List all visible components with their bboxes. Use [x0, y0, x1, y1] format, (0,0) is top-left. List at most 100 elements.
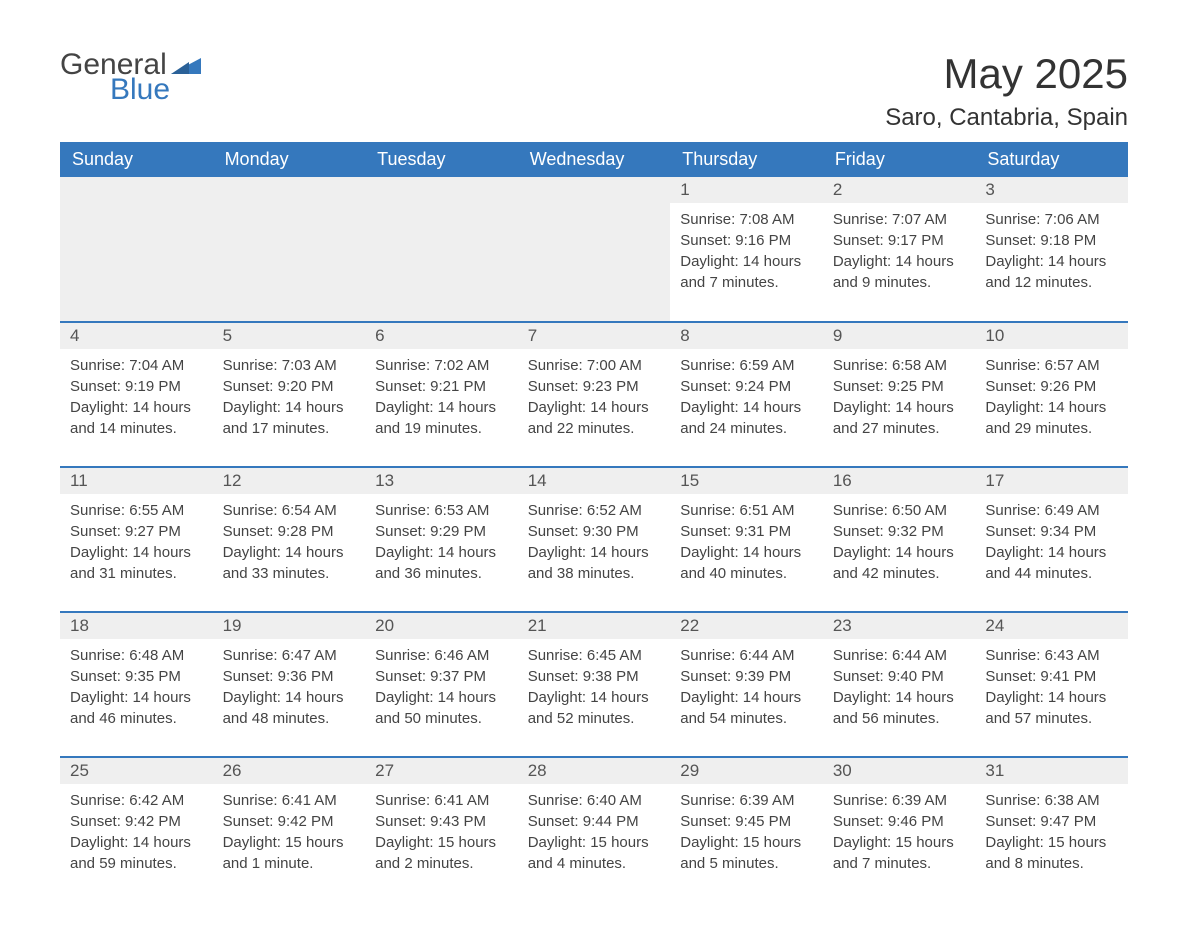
sunrise-text: Sunrise: 6:59 AM [680, 355, 813, 376]
daylight-text: Daylight: 14 hours and 54 minutes. [680, 687, 813, 729]
day-number: 15 [670, 468, 823, 494]
day-cell [365, 177, 518, 322]
daylight-text: Daylight: 14 hours and 48 minutes. [223, 687, 356, 729]
sunset-text: Sunset: 9:41 PM [985, 666, 1118, 687]
daylight-text: Daylight: 14 hours and 46 minutes. [70, 687, 203, 729]
day-content: Sunrise: 7:06 AMSunset: 9:18 PMDaylight:… [975, 203, 1128, 299]
day-cell: 25Sunrise: 6:42 AMSunset: 9:42 PMDayligh… [60, 757, 213, 902]
day-number: 13 [365, 468, 518, 494]
sunset-text: Sunset: 9:29 PM [375, 521, 508, 542]
sunset-text: Sunset: 9:20 PM [223, 376, 356, 397]
logo-triangle-icon [171, 50, 201, 80]
title-block: May 2025 Saro, Cantabria, Spain [885, 50, 1128, 132]
day-cell [518, 177, 671, 322]
sunset-text: Sunset: 9:28 PM [223, 521, 356, 542]
sunrise-text: Sunrise: 6:58 AM [833, 355, 966, 376]
sunrise-text: Sunrise: 7:03 AM [223, 355, 356, 376]
day-content: Sunrise: 6:41 AMSunset: 9:43 PMDaylight:… [365, 784, 518, 880]
day-content: Sunrise: 7:03 AMSunset: 9:20 PMDaylight:… [213, 349, 366, 445]
sunset-text: Sunset: 9:26 PM [985, 376, 1118, 397]
day-cell: 8Sunrise: 6:59 AMSunset: 9:24 PMDaylight… [670, 322, 823, 467]
day-cell: 12Sunrise: 6:54 AMSunset: 9:28 PMDayligh… [213, 467, 366, 612]
sunrise-text: Sunrise: 7:08 AM [680, 209, 813, 230]
day-content: Sunrise: 6:38 AMSunset: 9:47 PMDaylight:… [975, 784, 1128, 880]
daylight-text: Daylight: 15 hours and 5 minutes. [680, 832, 813, 874]
day-number: 30 [823, 758, 976, 784]
sunset-text: Sunset: 9:45 PM [680, 811, 813, 832]
day-content: Sunrise: 6:57 AMSunset: 9:26 PMDaylight:… [975, 349, 1128, 445]
calendar-body: 1Sunrise: 7:08 AMSunset: 9:16 PMDaylight… [60, 177, 1128, 902]
day-cell: 6Sunrise: 7:02 AMSunset: 9:21 PMDaylight… [365, 322, 518, 467]
day-cell: 15Sunrise: 6:51 AMSunset: 9:31 PMDayligh… [670, 467, 823, 612]
sunset-text: Sunset: 9:42 PM [70, 811, 203, 832]
daylight-text: Daylight: 14 hours and 52 minutes. [528, 687, 661, 729]
day-cell [213, 177, 366, 322]
daylight-text: Daylight: 14 hours and 29 minutes. [985, 397, 1118, 439]
month-title: May 2025 [885, 50, 1128, 98]
day-content: Sunrise: 6:44 AMSunset: 9:39 PMDaylight:… [670, 639, 823, 735]
day-number: 17 [975, 468, 1128, 494]
day-cell: 19Sunrise: 6:47 AMSunset: 9:36 PMDayligh… [213, 612, 366, 757]
day-header-friday: Friday [823, 142, 976, 177]
day-content: Sunrise: 6:54 AMSunset: 9:28 PMDaylight:… [213, 494, 366, 590]
day-cell: 29Sunrise: 6:39 AMSunset: 9:45 PMDayligh… [670, 757, 823, 902]
day-header-sunday: Sunday [60, 142, 213, 177]
day-number: 3 [975, 177, 1128, 203]
sunrise-text: Sunrise: 6:49 AM [985, 500, 1118, 521]
day-number: 9 [823, 323, 976, 349]
day-cell: 21Sunrise: 6:45 AMSunset: 9:38 PMDayligh… [518, 612, 671, 757]
logo-text: General Blue [60, 50, 201, 105]
day-number: 23 [823, 613, 976, 639]
day-content: Sunrise: 7:07 AMSunset: 9:17 PMDaylight:… [823, 203, 976, 299]
daylight-text: Daylight: 14 hours and 38 minutes. [528, 542, 661, 584]
day-content: Sunrise: 7:00 AMSunset: 9:23 PMDaylight:… [518, 349, 671, 445]
day-header-thursday: Thursday [670, 142, 823, 177]
sunrise-text: Sunrise: 6:48 AM [70, 645, 203, 666]
day-number: 14 [518, 468, 671, 494]
day-number: 5 [213, 323, 366, 349]
day-cell: 17Sunrise: 6:49 AMSunset: 9:34 PMDayligh… [975, 467, 1128, 612]
daylight-text: Daylight: 14 hours and 50 minutes. [375, 687, 508, 729]
day-number: 12 [213, 468, 366, 494]
daylight-text: Daylight: 15 hours and 8 minutes. [985, 832, 1118, 874]
sunrise-text: Sunrise: 7:07 AM [833, 209, 966, 230]
day-content: Sunrise: 6:41 AMSunset: 9:42 PMDaylight:… [213, 784, 366, 880]
day-content: Sunrise: 7:02 AMSunset: 9:21 PMDaylight:… [365, 349, 518, 445]
sunrise-text: Sunrise: 6:44 AM [833, 645, 966, 666]
sunset-text: Sunset: 9:30 PM [528, 521, 661, 542]
sunset-text: Sunset: 9:25 PM [833, 376, 966, 397]
sunset-text: Sunset: 9:24 PM [680, 376, 813, 397]
day-cell: 27Sunrise: 6:41 AMSunset: 9:43 PMDayligh… [365, 757, 518, 902]
sunrise-text: Sunrise: 7:04 AM [70, 355, 203, 376]
header: General Blue May 2025 Saro, Cantabria, S… [60, 50, 1128, 132]
day-cell: 24Sunrise: 6:43 AMSunset: 9:41 PMDayligh… [975, 612, 1128, 757]
sunrise-text: Sunrise: 6:46 AM [375, 645, 508, 666]
sunset-text: Sunset: 9:36 PM [223, 666, 356, 687]
day-content: Sunrise: 6:43 AMSunset: 9:41 PMDaylight:… [975, 639, 1128, 735]
day-number: 20 [365, 613, 518, 639]
daylight-text: Daylight: 14 hours and 44 minutes. [985, 542, 1118, 584]
day-number: 8 [670, 323, 823, 349]
day-cell: 3Sunrise: 7:06 AMSunset: 9:18 PMDaylight… [975, 177, 1128, 322]
day-content: Sunrise: 6:47 AMSunset: 9:36 PMDaylight:… [213, 639, 366, 735]
day-number: 27 [365, 758, 518, 784]
sunrise-text: Sunrise: 6:45 AM [528, 645, 661, 666]
sunrise-text: Sunrise: 6:57 AM [985, 355, 1118, 376]
daylight-text: Daylight: 14 hours and 9 minutes. [833, 251, 966, 293]
sunrise-text: Sunrise: 6:41 AM [375, 790, 508, 811]
sunset-text: Sunset: 9:43 PM [375, 811, 508, 832]
sunset-text: Sunset: 9:19 PM [70, 376, 203, 397]
day-header-saturday: Saturday [975, 142, 1128, 177]
day-cell: 9Sunrise: 6:58 AMSunset: 9:25 PMDaylight… [823, 322, 976, 467]
sunset-text: Sunset: 9:40 PM [833, 666, 966, 687]
day-content: Sunrise: 6:48 AMSunset: 9:35 PMDaylight:… [60, 639, 213, 735]
daylight-text: Daylight: 14 hours and 14 minutes. [70, 397, 203, 439]
day-cell: 30Sunrise: 6:39 AMSunset: 9:46 PMDayligh… [823, 757, 976, 902]
sunset-text: Sunset: 9:38 PM [528, 666, 661, 687]
daylight-text: Daylight: 14 hours and 7 minutes. [680, 251, 813, 293]
sunset-text: Sunset: 9:44 PM [528, 811, 661, 832]
sunrise-text: Sunrise: 6:53 AM [375, 500, 508, 521]
day-content: Sunrise: 6:52 AMSunset: 9:30 PMDaylight:… [518, 494, 671, 590]
daylight-text: Daylight: 14 hours and 42 minutes. [833, 542, 966, 584]
day-content: Sunrise: 6:55 AMSunset: 9:27 PMDaylight:… [60, 494, 213, 590]
